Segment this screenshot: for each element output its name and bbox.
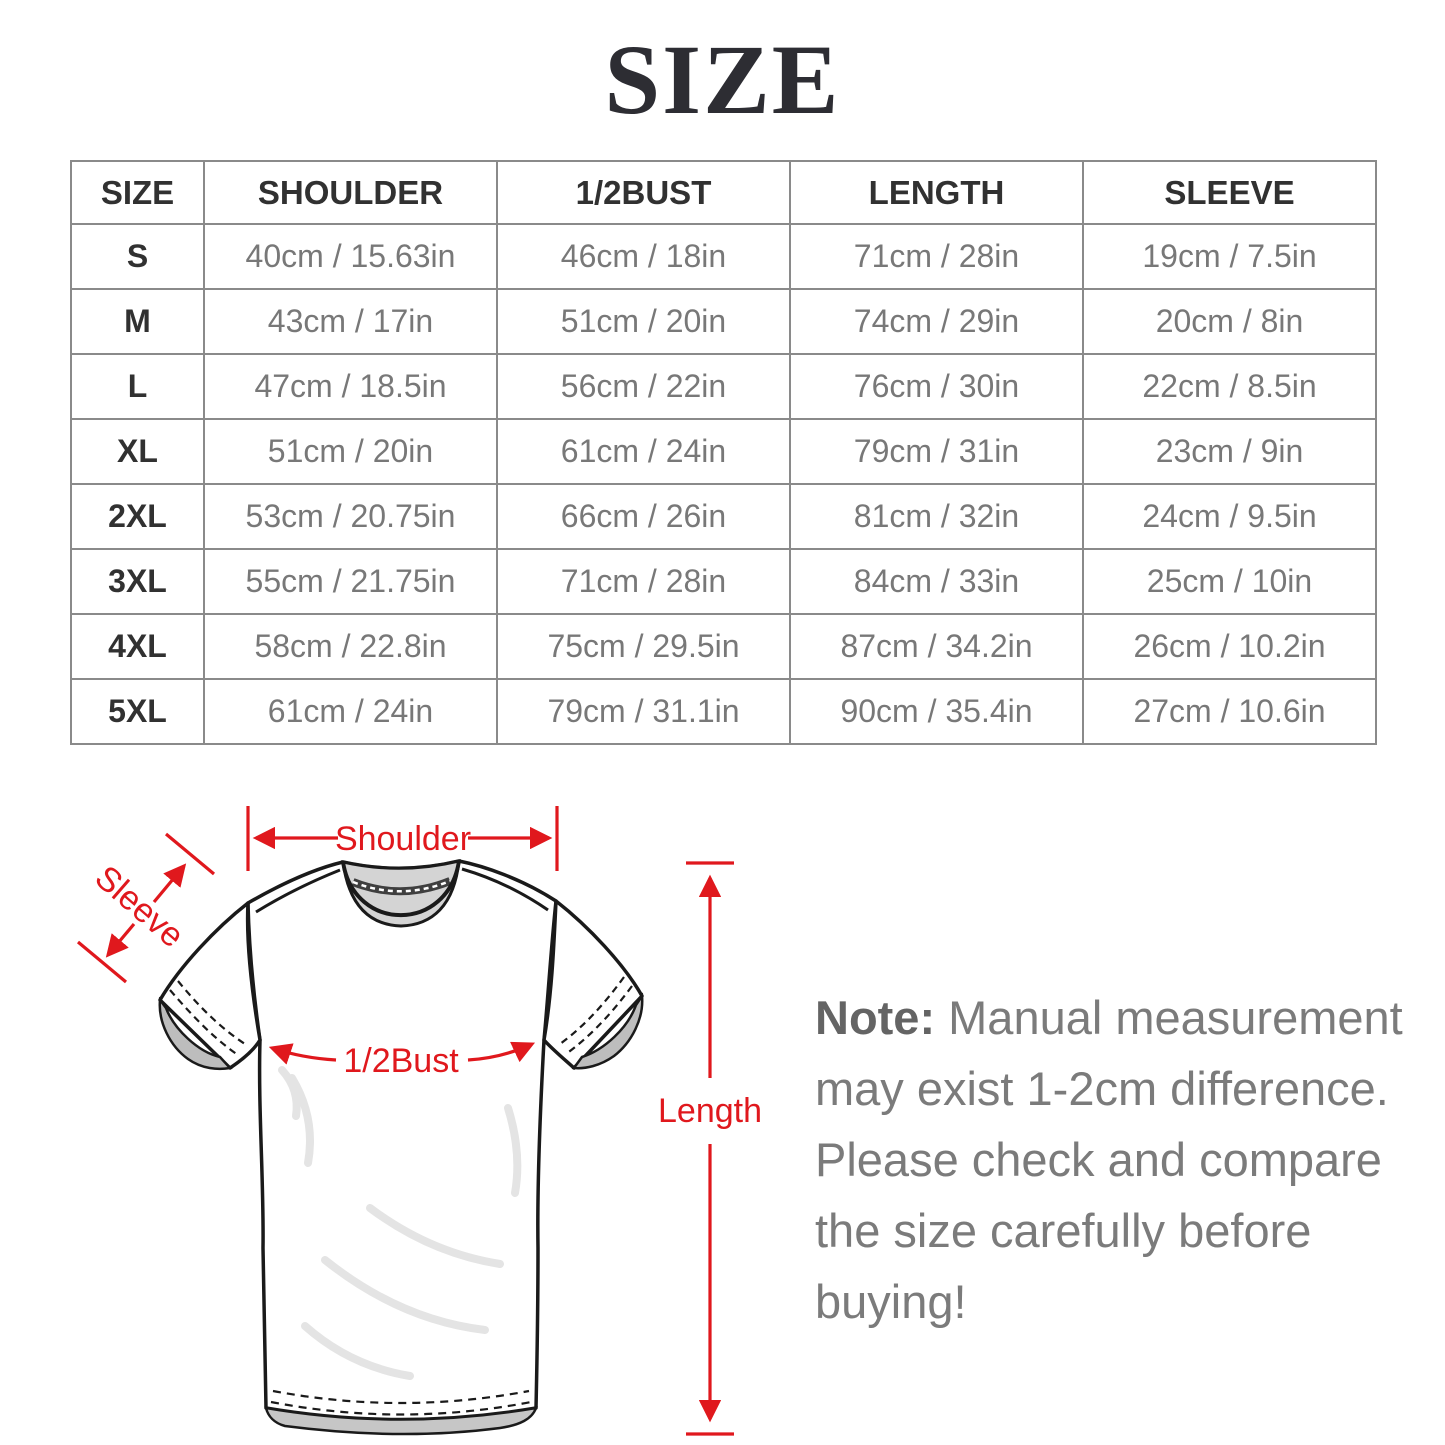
table-row: 3XL 55cm / 21.75in 71cm / 28in 84cm / 33in 2… <box>70 548 1377 615</box>
measurement-cell: 56cm / 22in <box>496 353 791 420</box>
measurement-cell: 87cm / 34.2in <box>789 613 1084 680</box>
column-header: LENGTH <box>789 160 1084 225</box>
measurement-cell: 61cm / 24in <box>203 678 498 745</box>
column-header: SLEEVE <box>1082 160 1377 225</box>
size-table-body: S 40cm / 15.63in 46cm / 18in 71cm / 28in 19c… <box>70 223 1377 745</box>
measurement-cell: 90cm / 35.4in <box>789 678 1084 745</box>
size-cell: 2XL <box>70 483 205 550</box>
measurement-cell: 22cm / 8.5in <box>1082 353 1377 420</box>
measurement-cell: 26cm / 10.2in <box>1082 613 1377 680</box>
column-header: SHOULDER <box>203 160 498 225</box>
measurement-cell: 46cm / 18in <box>496 223 791 290</box>
size-cell: S <box>70 223 205 290</box>
note-text: Manual measurement may exist 1-2cm diffe… <box>815 991 1403 1328</box>
measurement-cell: 53cm / 20.75in <box>203 483 498 550</box>
column-header: SIZE <box>70 160 205 225</box>
table-header-row: SIZE SHOULDER 1/2BUST LENGTH SLEEVE <box>70 160 1377 225</box>
measurement-cell: 79cm / 31.1in <box>496 678 791 745</box>
bust-measure <box>268 1041 536 1065</box>
sleeve-measure <box>76 832 216 984</box>
table-row: S 40cm / 15.63in 46cm / 18in 71cm / 28in 19c… <box>70 223 1377 290</box>
size-cell: L <box>70 353 205 420</box>
measurement-cell: 58cm / 22.8in <box>203 613 498 680</box>
measurement-cell: 23cm / 9in <box>1082 418 1377 485</box>
table-row: M 43cm / 17in 51cm / 20in 74cm / 29in 20cm /… <box>70 288 1377 355</box>
bust-label: 1/2Bust <box>343 1042 459 1080</box>
size-cell: XL <box>70 418 205 485</box>
measurement-cell: 84cm / 33in <box>789 548 1084 615</box>
measurement-cell: 19cm / 7.5in <box>1082 223 1377 290</box>
left-cuff-stitches <box>169 980 246 1056</box>
table-row: L 47cm / 18.5in 56cm / 22in 76cm / 30in 22cm… <box>70 353 1377 420</box>
measurement-cell: 79cm / 31in <box>789 418 1084 485</box>
collar <box>255 859 549 928</box>
right-cuff-underside <box>571 992 644 1070</box>
measurement-cell: 76cm / 30in <box>789 353 1084 420</box>
length-label: Length <box>658 1092 762 1130</box>
tshirt-outline <box>158 859 644 1436</box>
shoulder-label: Shoulder <box>335 820 471 858</box>
hem <box>264 1389 538 1436</box>
table-row: 4XL 58cm / 22.8in 75cm / 29.5in 87cm / 34.2… <box>70 613 1377 680</box>
table-row: 5XL 61cm / 24in 79cm / 31.1in 90cm / 35.4in… <box>70 678 1377 745</box>
measurement-cell: 75cm / 29.5in <box>496 613 791 680</box>
column-header: 1/2BUST <box>496 160 791 225</box>
measurement-cell: 81cm / 32in <box>789 483 1084 550</box>
measurement-cell: 51cm / 20in <box>203 418 498 485</box>
table-row: XL 51cm / 20in 61cm / 24in 79cm / 31in 23cm … <box>70 418 1377 485</box>
left-cuff-underside <box>158 996 233 1071</box>
length-measure <box>686 861 734 1436</box>
right-cuff-stitches <box>559 976 633 1055</box>
measurement-cell: 27cm / 10.6in <box>1082 678 1377 745</box>
measurement-cell: 71cm / 28in <box>496 548 791 615</box>
measurement-cell: 51cm / 20in <box>496 288 791 355</box>
measurement-cell: 47cm / 18.5in <box>203 353 498 420</box>
shoulder-measure <box>246 806 559 871</box>
measurement-cell: 20cm / 8in <box>1082 288 1377 355</box>
size-cell: 3XL <box>70 548 205 615</box>
size-table: SIZE SHOULDER 1/2BUST LENGTH SLEEVE S 40cm / … <box>70 160 1377 745</box>
page-title: SIZE <box>604 24 841 135</box>
measurement-cell: 24cm / 9.5in <box>1082 483 1377 550</box>
note-label: Note: <box>815 991 936 1044</box>
measurement-cell: 71cm / 28in <box>789 223 1084 290</box>
measurement-annotations <box>76 806 734 1436</box>
sleeve-label: Sleeve <box>88 858 191 955</box>
measurement-cell: 66cm / 26in <box>496 483 791 550</box>
measurement-cell: 74cm / 29in <box>789 288 1084 355</box>
table-row: 2XL 53cm / 20.75in 66cm / 26in 81cm / 32in 2… <box>70 483 1377 550</box>
measurement-cell: 25cm / 10in <box>1082 548 1377 615</box>
size-cell: M <box>70 288 205 355</box>
tshirt-measurement-diagram: Shoulder Sleeve 1/2Bust Length <box>76 806 762 1436</box>
size-cell: 5XL <box>70 678 205 745</box>
measurement-cell: 61cm / 24in <box>496 418 791 485</box>
note-block: Note: Manual measurement may exist 1-2cm… <box>815 982 1415 1337</box>
measurement-cell: 55cm / 21.75in <box>203 548 498 615</box>
measurement-cell: 40cm / 15.63in <box>203 223 498 290</box>
measurement-cell: 43cm / 17in <box>203 288 498 355</box>
size-cell: 4XL <box>70 613 205 680</box>
